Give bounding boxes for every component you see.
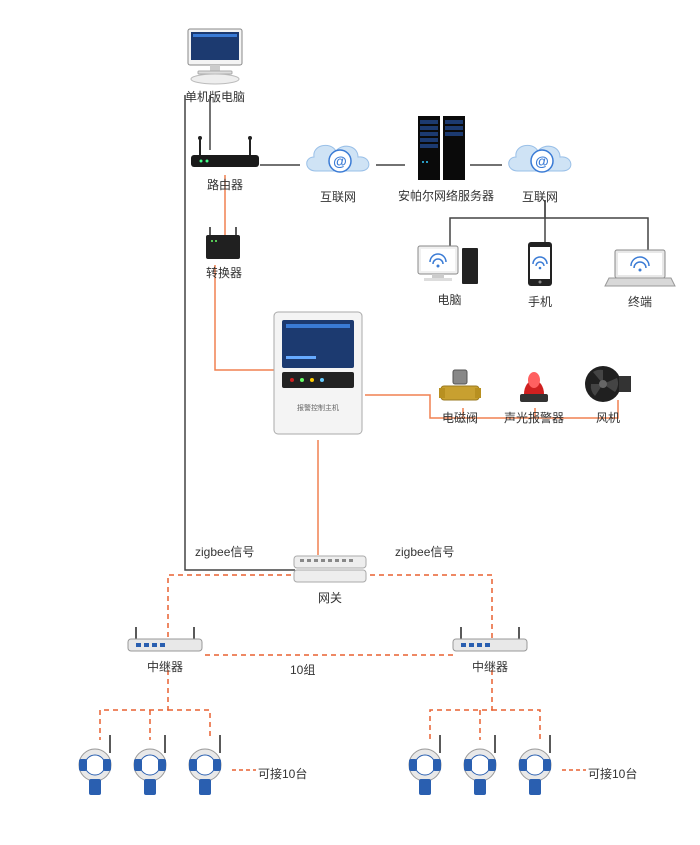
zigbee-right-label: zigbee信号 bbox=[395, 540, 454, 560]
sensors-left-group bbox=[65, 735, 235, 801]
router-icon bbox=[185, 135, 265, 173]
client-phone-node: 手机 bbox=[510, 240, 570, 310]
gas-sensor-icon bbox=[65, 735, 235, 801]
controller-node: 报警控制主机 bbox=[268, 308, 368, 438]
gateway-node: 网关 bbox=[290, 552, 370, 606]
pc-monitor-icon bbox=[180, 25, 250, 85]
client-pc-node: 电脑 bbox=[412, 240, 487, 308]
gas-sensor-icon bbox=[395, 735, 565, 801]
server-label: 安帕尔网络服务器 bbox=[398, 187, 488, 204]
svg-text:@: @ bbox=[333, 153, 347, 169]
repeater-right-label: 中继器 bbox=[445, 658, 535, 675]
repeater-icon bbox=[122, 625, 208, 655]
fan-icon bbox=[581, 362, 635, 406]
gateway-switch-icon bbox=[290, 552, 370, 586]
converter-icon bbox=[202, 225, 244, 261]
capacity-left-label: 可接10台 bbox=[258, 762, 307, 782]
router-label: 路由器 bbox=[185, 176, 265, 193]
svg-text:@: @ bbox=[535, 153, 549, 169]
repeater-left-label: 中继器 bbox=[120, 658, 210, 675]
alarm-label: 声光报警器 bbox=[502, 409, 566, 426]
laptop-wifi-icon bbox=[603, 248, 677, 290]
desktop-wifi-icon bbox=[414, 240, 486, 288]
zigbee-left-label: zigbee信号 bbox=[195, 540, 254, 560]
alarm-node: 声光报警器 bbox=[502, 368, 566, 426]
client-terminal-node: 终端 bbox=[600, 248, 680, 310]
pc-standalone-node: 单机版电脑 bbox=[175, 25, 255, 105]
group-count-label: 10组 bbox=[290, 658, 315, 678]
client-pc-label: 电脑 bbox=[412, 291, 487, 308]
fan-node: 风机 bbox=[578, 362, 638, 426]
valve-label: 电磁阀 bbox=[432, 409, 488, 426]
alarm-controller-icon: 报警控制主机 bbox=[268, 308, 368, 438]
alarm-light-icon bbox=[514, 368, 554, 406]
diagram-canvas: 单机版电脑 路由器 @ 互联网 安帕尔网络服务器 @ 互联网 bbox=[0, 0, 700, 845]
internet2-label: 互联网 bbox=[500, 188, 580, 205]
router-node: 路由器 bbox=[185, 135, 265, 193]
svg-text:报警控制主机: 报警控制主机 bbox=[297, 403, 339, 412]
server-rack-icon bbox=[403, 112, 483, 184]
cloud-at-icon: @ bbox=[298, 135, 378, 185]
gateway-label: 网关 bbox=[290, 589, 370, 606]
repeater-right-node: 中继器 bbox=[445, 625, 535, 675]
internet2-node: @ 互联网 bbox=[500, 135, 580, 205]
server-node: 安帕尔网络服务器 bbox=[398, 112, 488, 204]
phone-wifi-icon bbox=[520, 240, 560, 290]
client-phone-label: 手机 bbox=[510, 293, 570, 310]
solenoid-valve-icon bbox=[437, 368, 483, 406]
internet1-label: 互联网 bbox=[298, 188, 378, 205]
sensors-right-group bbox=[395, 735, 565, 801]
repeater-icon bbox=[447, 625, 533, 655]
converter-label: 转换器 bbox=[206, 264, 242, 281]
repeater-left-node: 中继器 bbox=[120, 625, 210, 675]
internet1-node: @ 互联网 bbox=[298, 135, 378, 205]
pc-standalone-label: 单机版电脑 bbox=[175, 88, 255, 105]
client-terminal-label: 终端 bbox=[600, 293, 680, 310]
fan-label: 风机 bbox=[578, 409, 638, 426]
converter-node: 转换器 bbox=[188, 225, 258, 281]
cloud-at-icon: @ bbox=[500, 135, 580, 185]
valve-node: 电磁阀 bbox=[432, 368, 488, 426]
capacity-right-label: 可接10台 bbox=[588, 762, 637, 782]
